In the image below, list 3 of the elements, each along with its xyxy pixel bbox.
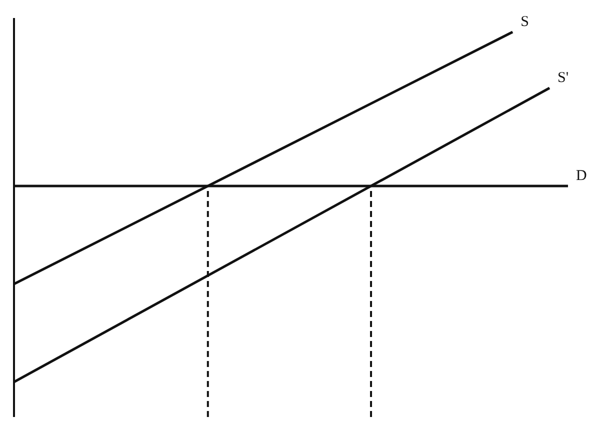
series-label: S'	[558, 70, 569, 86]
series-label: S	[520, 14, 529, 30]
series-label: D	[576, 168, 587, 184]
